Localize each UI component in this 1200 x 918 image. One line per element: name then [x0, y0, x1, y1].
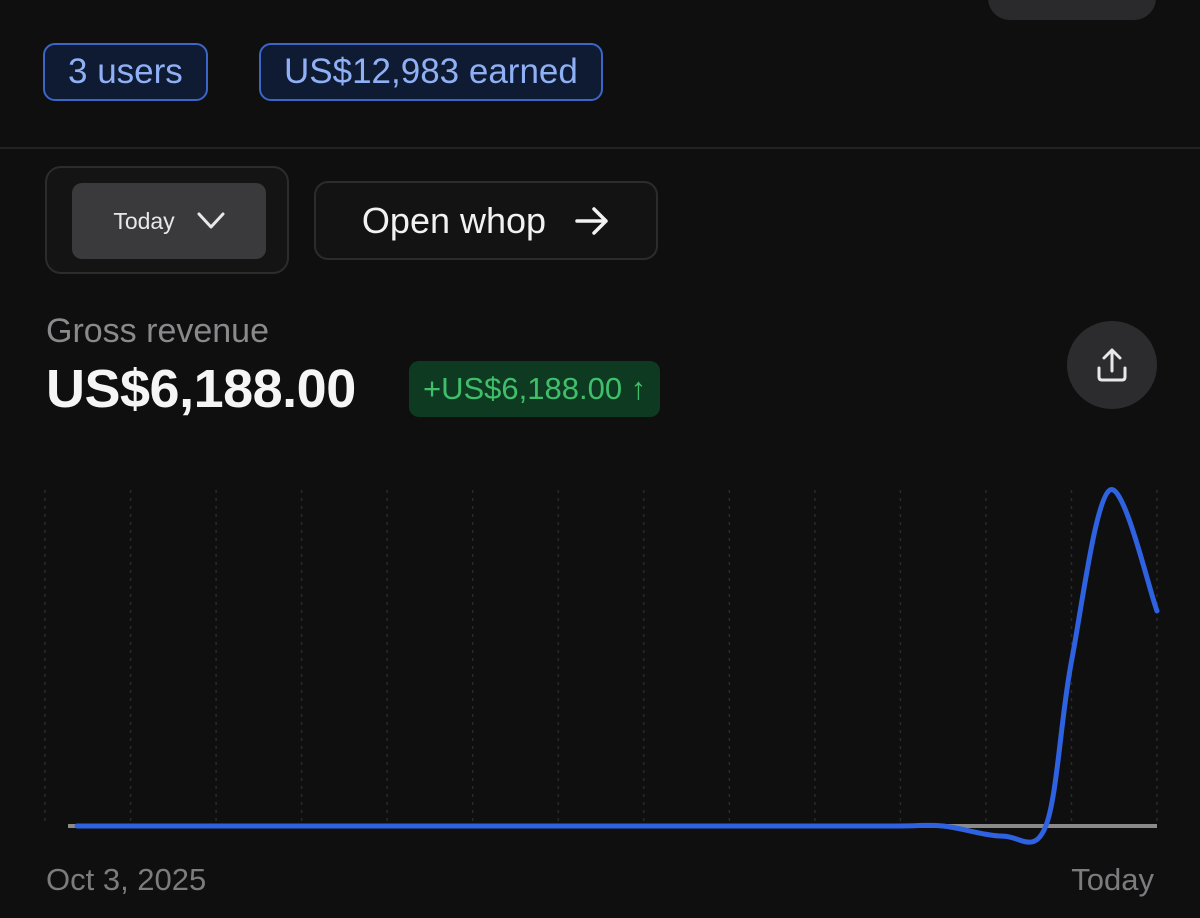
x-label-start: Oct 3, 2025: [46, 862, 207, 897]
users-badge: 3 users: [43, 43, 208, 101]
chevron-down-icon: [197, 212, 225, 229]
divider: [0, 147, 1200, 149]
top-button[interactable]: [988, 0, 1156, 20]
metric-label: Gross revenue: [46, 312, 269, 350]
share-button[interactable]: [1067, 321, 1157, 409]
open-whop-label: Open whop: [361, 199, 547, 241]
period-label: Today: [113, 207, 175, 234]
revenue-line: [74, 487, 1160, 845]
open-whop-button[interactable]: Open whop: [314, 181, 658, 260]
metric-delta-badge: +US$6,188.00 ↑: [409, 361, 661, 417]
earned-badge: US$12,983 earned: [259, 43, 603, 101]
metric-value: US$6,188.00: [46, 359, 356, 419]
share-icon: [1097, 348, 1127, 382]
period-dropdown[interactable]: Today: [72, 183, 266, 259]
period-selector-wrap: Today: [45, 166, 289, 274]
arrow-right-icon: [575, 206, 608, 235]
x-label-end: Today: [1071, 862, 1154, 897]
